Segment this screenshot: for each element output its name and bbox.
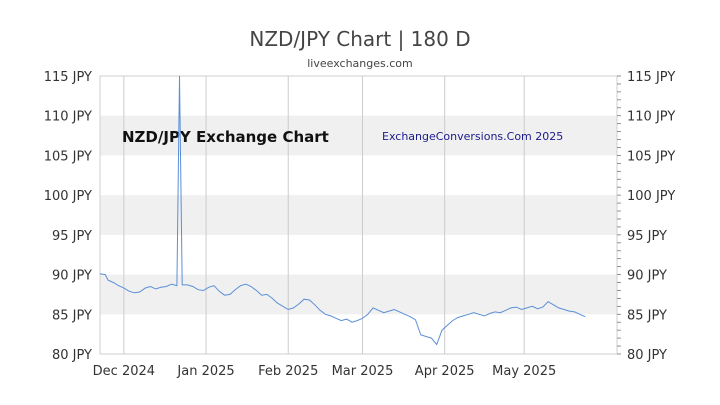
y-tick-label-right: 105 JPY xyxy=(627,149,675,164)
y-tick-label-left: 90 JPY xyxy=(52,269,92,284)
plot-frame xyxy=(99,75,618,355)
x-tick-label: Apr 2025 xyxy=(415,364,475,379)
x-tick-label: Mar 2025 xyxy=(332,364,394,379)
y-tick-label-right: 90 JPY xyxy=(627,269,667,284)
watermark-right: ExchangeConversions.Com 2025 xyxy=(382,130,563,143)
y-tick-label-left: 110 JPY xyxy=(44,110,92,125)
y-tick-label-right: 80 JPY xyxy=(627,348,667,363)
y-tick-label-left: 105 JPY xyxy=(44,149,92,164)
y-axis-right: 80 JPY 85 JPY 90 JPY 95 JPY 100 JPY 105 JPY 11… xyxy=(617,70,675,363)
x-tick-label: Feb 2025 xyxy=(258,364,318,379)
y-tick-label-left: 100 JPY xyxy=(44,189,92,204)
x-tick-label: Jan 2025 xyxy=(176,364,234,379)
chart-title: NZD/JPY Chart | 180 D xyxy=(249,27,470,51)
y-tick-label-left: 115 JPY xyxy=(44,70,92,85)
y-band xyxy=(100,115,617,156)
x-axis: Dec 2024 Jan 2025 Feb 2025 Mar 2025 Apr 2025… xyxy=(93,364,557,379)
y-tick-label-left: 80 JPY xyxy=(52,348,92,363)
y-bands xyxy=(100,115,617,315)
y-tick-label-left: 95 JPY xyxy=(52,229,92,244)
y-tick-label-right: 100 JPY xyxy=(627,189,675,204)
y-band xyxy=(100,195,617,235)
series-line xyxy=(99,75,586,346)
x-gridlines xyxy=(123,76,525,354)
chart-subtitle: liveexchanges.com xyxy=(307,57,412,70)
x-tick-label: Dec 2024 xyxy=(93,364,155,379)
watermark-left: NZD/JPY Exchange Chart xyxy=(122,128,329,146)
y-tick-label-right: 95 JPY xyxy=(627,229,667,244)
y-tick-label-right: 85 JPY xyxy=(627,308,667,323)
y-band xyxy=(100,274,617,315)
x-tick-label: May 2025 xyxy=(492,364,556,379)
y-axis-left: 80 JPY 85 JPY 90 JPY 95 JPY 100 JPY 105 JPY 11… xyxy=(44,70,92,363)
y-tick-label-right: 110 JPY xyxy=(627,110,675,125)
y-tick-label-right: 115 JPY xyxy=(627,70,675,85)
y-tick-label-left: 85 JPY xyxy=(52,308,92,323)
